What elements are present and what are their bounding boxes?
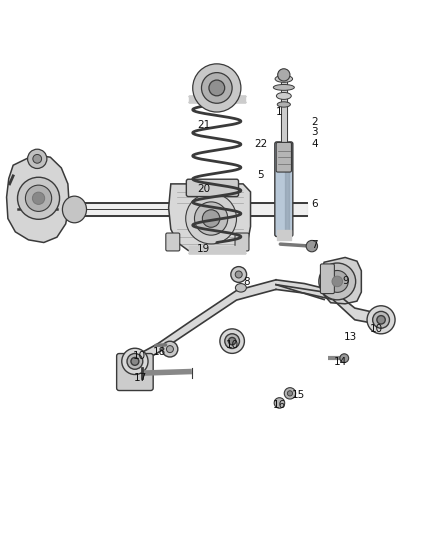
Ellipse shape xyxy=(236,284,246,292)
Circle shape xyxy=(202,210,220,227)
Circle shape xyxy=(284,387,296,399)
Text: 5: 5 xyxy=(257,170,264,180)
FancyBboxPatch shape xyxy=(321,264,334,294)
FancyBboxPatch shape xyxy=(117,353,153,391)
Circle shape xyxy=(229,337,236,345)
Circle shape xyxy=(274,398,285,408)
Circle shape xyxy=(373,311,389,328)
Text: 4: 4 xyxy=(311,139,318,149)
Polygon shape xyxy=(321,257,361,304)
Circle shape xyxy=(193,64,241,112)
Circle shape xyxy=(340,354,349,362)
Text: 15: 15 xyxy=(292,391,305,400)
Circle shape xyxy=(235,271,242,278)
FancyBboxPatch shape xyxy=(166,233,180,251)
Text: 6: 6 xyxy=(311,199,318,208)
FancyBboxPatch shape xyxy=(235,233,249,251)
Text: 2: 2 xyxy=(311,117,318,126)
Text: 10: 10 xyxy=(370,325,383,334)
Circle shape xyxy=(127,353,143,369)
Ellipse shape xyxy=(276,93,291,100)
Circle shape xyxy=(209,80,225,96)
Text: 19: 19 xyxy=(197,245,210,254)
Circle shape xyxy=(278,69,290,81)
Circle shape xyxy=(332,276,343,287)
Circle shape xyxy=(367,306,395,334)
Text: 8: 8 xyxy=(243,278,250,287)
Circle shape xyxy=(231,266,247,282)
FancyBboxPatch shape xyxy=(275,142,293,237)
Circle shape xyxy=(201,72,232,103)
Text: 13: 13 xyxy=(344,332,357,342)
Circle shape xyxy=(287,391,293,396)
Circle shape xyxy=(166,345,173,353)
Text: 9: 9 xyxy=(343,277,350,286)
Circle shape xyxy=(186,193,237,244)
Text: 21: 21 xyxy=(197,120,210,130)
Text: 10: 10 xyxy=(133,351,146,361)
FancyBboxPatch shape xyxy=(186,179,239,197)
Circle shape xyxy=(194,202,228,235)
Circle shape xyxy=(220,329,244,353)
FancyBboxPatch shape xyxy=(276,142,291,172)
Polygon shape xyxy=(276,280,383,325)
Polygon shape xyxy=(131,280,276,368)
Text: 16: 16 xyxy=(273,400,286,410)
Circle shape xyxy=(225,334,240,349)
Text: 20: 20 xyxy=(197,184,210,194)
Text: 14: 14 xyxy=(334,358,347,367)
Circle shape xyxy=(32,192,45,205)
Text: 1: 1 xyxy=(276,107,283,117)
Circle shape xyxy=(319,263,356,300)
Circle shape xyxy=(25,185,52,212)
Ellipse shape xyxy=(275,76,293,83)
Polygon shape xyxy=(169,184,251,253)
Circle shape xyxy=(18,177,60,219)
Circle shape xyxy=(377,316,385,324)
Circle shape xyxy=(28,149,47,168)
Text: 7: 7 xyxy=(311,240,318,250)
Text: 3: 3 xyxy=(311,127,318,137)
Text: 22: 22 xyxy=(254,139,267,149)
Ellipse shape xyxy=(273,84,294,91)
Circle shape xyxy=(326,270,348,293)
Ellipse shape xyxy=(277,102,290,107)
Circle shape xyxy=(162,341,178,357)
Text: 17: 17 xyxy=(134,374,147,383)
Text: 10: 10 xyxy=(226,341,239,350)
Circle shape xyxy=(33,155,42,163)
Circle shape xyxy=(131,358,139,365)
Polygon shape xyxy=(7,155,69,243)
Circle shape xyxy=(306,240,318,252)
Text: 18: 18 xyxy=(152,347,166,357)
Circle shape xyxy=(122,348,148,375)
Ellipse shape xyxy=(63,196,87,223)
